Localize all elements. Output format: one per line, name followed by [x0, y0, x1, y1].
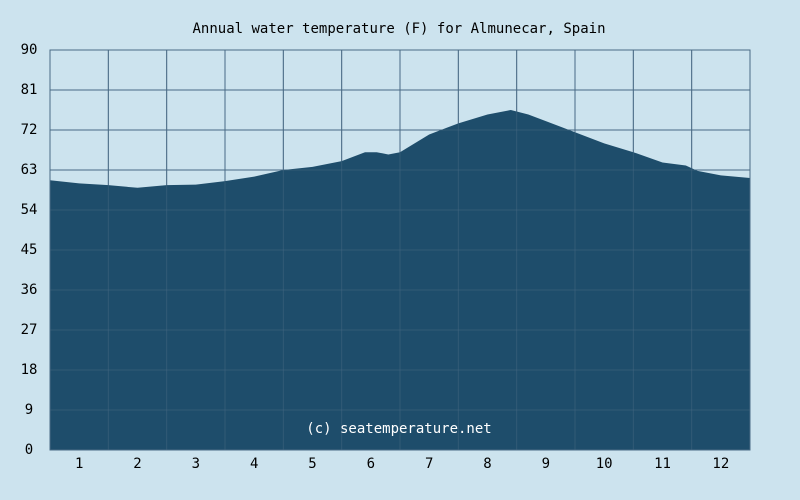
plot-frame — [49, 49, 751, 451]
x-tick-label: 7 — [425, 456, 433, 472]
chart-title: Annual water temperature (F) for Almunec… — [192, 21, 605, 37]
x-axis-ticks: 1 2 3 4 5 6 7 8 9 10 11 12 — [75, 456, 729, 472]
y-tick-label: 18 — [21, 362, 38, 378]
x-tick-label: 12 — [712, 456, 729, 472]
y-tick-label: 45 — [21, 242, 38, 258]
watermark-text: (c) seatemperature.net — [306, 421, 491, 437]
x-tick-label: 4 — [250, 456, 258, 472]
x-tick-label: 6 — [367, 456, 375, 472]
x-tick-label: 11 — [654, 456, 671, 472]
x-tick-label: 1 — [75, 456, 83, 472]
y-tick-label: 90 — [21, 42, 38, 58]
x-tick-label: 9 — [542, 456, 550, 472]
x-tick-label: 2 — [133, 456, 141, 472]
y-tick-label: 0 — [25, 442, 33, 458]
temperature-area — [50, 110, 750, 450]
y-tick-label: 72 — [21, 122, 38, 138]
y-tick-label: 36 — [21, 282, 38, 298]
y-tick-label: 63 — [21, 162, 38, 178]
y-tick-label: 81 — [21, 82, 38, 98]
y-tick-label: 27 — [21, 322, 38, 338]
y-axis-ticks: 0 9 18 27 36 45 54 63 72 81 90 — [21, 42, 38, 458]
x-tick-label: 8 — [483, 456, 491, 472]
grid-lines-overlay — [50, 50, 750, 450]
y-tick-label: 54 — [21, 202, 38, 218]
x-tick-label: 5 — [308, 456, 316, 472]
y-tick-label: 9 — [25, 402, 33, 418]
x-tick-label: 10 — [596, 456, 613, 472]
x-tick-label: 3 — [192, 456, 200, 472]
